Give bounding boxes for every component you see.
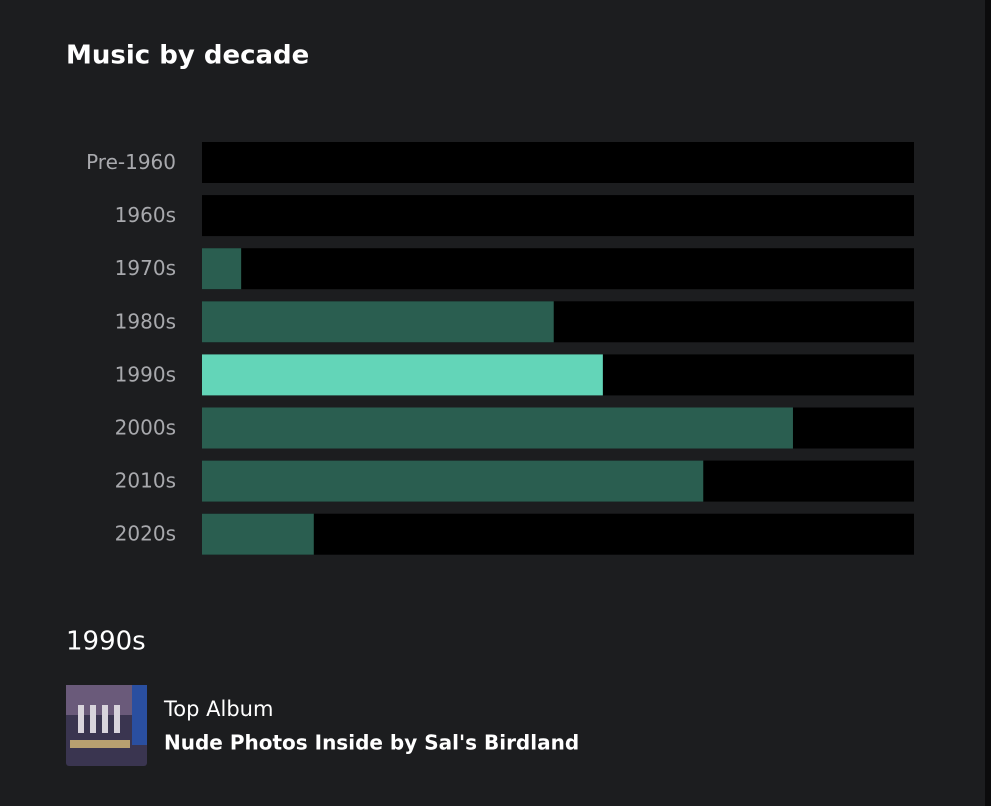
bar-label: 2010s <box>115 469 176 493</box>
bar-label: 1980s <box>115 309 176 333</box>
bar[interactable] <box>202 301 554 343</box>
scrollbar-strip <box>985 0 991 806</box>
bar-label: 2020s <box>115 522 176 546</box>
album-art-figure <box>102 705 108 733</box>
album-art-figure <box>114 705 120 733</box>
bar-chart: Pre-1960 1960s 1970s 1980s 1990s 2000s 2010s 20… <box>86 142 914 555</box>
album-art[interactable] <box>66 685 147 766</box>
bar[interactable] <box>202 407 793 449</box>
bar-track[interactable] <box>202 248 914 290</box>
bar-track[interactable] <box>202 513 914 555</box>
bar-label: 1970s <box>115 256 176 280</box>
bar-label: 1960s <box>115 203 176 227</box>
bar[interactable] <box>202 248 242 290</box>
album-title[interactable]: Nude Photos Inside by Sal's Birdland <box>164 731 579 755</box>
bar-label: 1990s <box>115 362 176 386</box>
chart-title: Music by decade <box>66 41 309 71</box>
bar[interactable] <box>202 513 314 555</box>
bar[interactable] <box>202 354 603 396</box>
bar-track[interactable] <box>202 142 914 183</box>
album-art-figure <box>78 705 84 733</box>
bar-label: 2000s <box>115 416 176 440</box>
bar[interactable] <box>202 460 704 502</box>
bar-track[interactable] <box>202 195 914 237</box>
album-art-band <box>70 740 130 748</box>
album-art-side <box>132 685 147 745</box>
album-caption: Top Album <box>163 697 273 721</box>
bar-label: Pre-1960 <box>86 150 176 174</box>
selected-decade: 1990s <box>66 627 146 657</box>
album-art-figure <box>90 705 96 733</box>
